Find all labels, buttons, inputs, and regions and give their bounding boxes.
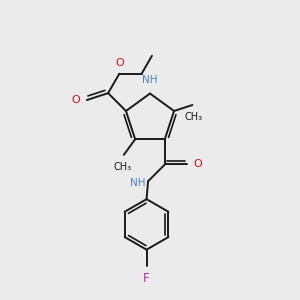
Text: O: O	[115, 58, 124, 68]
Text: NH: NH	[130, 178, 145, 188]
Text: F: F	[143, 272, 150, 285]
Text: O: O	[72, 95, 80, 105]
Text: CH₃: CH₃	[185, 112, 203, 122]
Text: O: O	[194, 160, 203, 170]
Text: CH₃: CH₃	[113, 162, 131, 172]
Text: NH: NH	[142, 75, 158, 85]
